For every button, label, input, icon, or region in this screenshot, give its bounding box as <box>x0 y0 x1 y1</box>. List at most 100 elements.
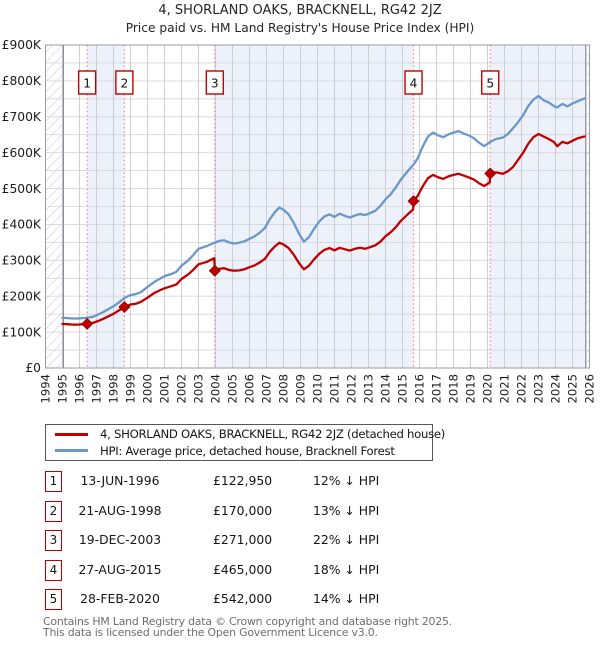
svg-text:£500K: £500K <box>2 182 42 196</box>
sale-hpi-delta: 13% ↓ HPI <box>313 502 380 518</box>
price-paid-line <box>61 132 586 326</box>
svg-text:£800K: £800K <box>2 74 42 88</box>
sale-row-3: 3 19-DEC-2003 £271,000 22% ↓ HPI <box>0 530 600 554</box>
sale-price: £122,950 <box>213 473 273 488</box>
svg-text:2001: 2001 <box>158 374 172 404</box>
svg-text:2025: 2025 <box>566 374 580 404</box>
sale-marker-2 <box>118 300 131 313</box>
page-title: 4, SHORLAND OAKS, BRACKNELL, RG42 2JZ <box>158 3 442 18</box>
sale-point-markers <box>81 167 497 330</box>
price-paid-line-swatch <box>55 432 88 436</box>
svg-text:1: 1 <box>83 77 91 91</box>
hpi-line-swatch <box>55 449 88 453</box>
sale-hpi-delta: 12% ↓ HPI <box>313 473 380 488</box>
sale-price: £170,000 <box>213 502 273 518</box>
svg-text:£300K: £300K <box>2 254 42 268</box>
sale-hpi-delta: 22% ↓ HPI <box>313 532 380 547</box>
svg-text:£600K: £600K <box>2 146 42 160</box>
svg-text:2015: 2015 <box>396 374 410 404</box>
sale-date: 19-DEC-2003 <box>78 532 162 547</box>
svg-text:£0: £0 <box>25 361 41 375</box>
license-note: Contains HM Land Registry data © Crown c… <box>43 616 452 638</box>
plot-border <box>45 44 590 369</box>
svg-text:2000: 2000 <box>141 374 155 404</box>
sale-row-1: 1 13-JUN-1996 £122,950 12% ↓ HPI <box>0 471 600 495</box>
sale-row-5: 5 28-FEB-2020 £542,000 14% ↓ HPI <box>0 589 600 613</box>
svg-text:2011: 2011 <box>328 374 342 404</box>
svg-text:1999: 1999 <box>124 374 138 404</box>
legend-item-price-paid: 4, SHORLAND OAKS, BRACKNELL, RG42 2JZ (d… <box>55 427 445 442</box>
svg-text:2008: 2008 <box>277 374 291 404</box>
sale-marker-3 <box>208 264 221 277</box>
legend-item-hpi: HPI: Average price, detached house, Brac… <box>55 443 432 458</box>
svg-text:1994: 1994 <box>39 374 53 404</box>
sale-price: £465,000 <box>213 561 273 577</box>
y-axis-labels: £0 £100K £200K £300K £400K £500K £600K £700K £80… <box>2 38 42 375</box>
sale-date: 27-AUG-2015 <box>78 561 162 577</box>
sale-hpi-delta: 14% ↓ HPI <box>313 591 380 606</box>
price-history-chart: 1 2 3 4 5 £0 £100K £200K £300K £400K £500K £600K £70… <box>2 38 597 404</box>
svg-text:2026: 2026 <box>583 374 597 404</box>
legend-label: 4, SHORLAND OAKS, BRACKNELL, RG42 2JZ (d… <box>100 427 446 442</box>
svg-text:£400K: £400K <box>2 218 42 232</box>
sale-price: £271,000 <box>213 532 273 547</box>
svg-text:2004: 2004 <box>209 374 223 404</box>
svg-text:2005: 2005 <box>226 374 240 404</box>
svg-text:1995: 1995 <box>56 374 70 404</box>
svg-text:2018: 2018 <box>447 374 461 404</box>
page-subtitle: Price paid vs. HM Land Registry's House … <box>125 20 475 35</box>
svg-text:2017: 2017 <box>430 374 444 404</box>
svg-text:2007: 2007 <box>260 374 274 404</box>
license-line-2: This data is licensed under the Open Gov… <box>43 626 378 639</box>
data-boundary-lines <box>62 45 587 368</box>
legend: 4, SHORLAND OAKS, BRACKNELL, RG42 2JZ (d… <box>45 424 445 461</box>
sale-marker-1 <box>81 317 94 330</box>
svg-text:£100K: £100K <box>2 325 42 339</box>
sale-row-4: 4 27-AUG-2015 £465,000 18% ↓ HPI <box>0 559 600 584</box>
sale-number-badge: 3 <box>45 530 62 551</box>
sale-date: 21-AUG-1998 <box>78 502 162 518</box>
sale-marker-5 <box>484 167 497 180</box>
svg-text:2014: 2014 <box>379 374 393 404</box>
svg-text:2006: 2006 <box>243 374 257 404</box>
hpi-line <box>61 94 586 320</box>
svg-text:2021: 2021 <box>498 374 512 404</box>
svg-text:2013: 2013 <box>362 374 376 404</box>
svg-text:£700K: £700K <box>2 110 42 124</box>
sale-price: £542,000 <box>213 591 273 606</box>
license-line-1: Contains HM Land Registry data © Crown c… <box>43 615 453 628</box>
sale-number-badge: 1 <box>45 471 62 492</box>
svg-text:£200K: £200K <box>2 289 42 303</box>
svg-text:2012: 2012 <box>345 374 359 404</box>
svg-text:1998: 1998 <box>107 374 121 404</box>
sale-number-badge: 5 <box>45 589 62 610</box>
svg-text:4: 4 <box>410 77 418 91</box>
chart-gridlines <box>45 45 590 368</box>
svg-text:£900K: £900K <box>2 38 42 52</box>
svg-text:2022: 2022 <box>515 374 529 404</box>
legend-label: HPI: Average price, detached house, Brac… <box>100 443 395 458</box>
sale-number-badge: 4 <box>45 559 62 581</box>
sale-number-flags: 1 2 3 4 5 <box>77 70 500 95</box>
sale-date: 28-FEB-2020 <box>80 591 160 606</box>
svg-text:2010: 2010 <box>311 374 325 404</box>
svg-text:1997: 1997 <box>90 374 104 404</box>
x-axis-labels: 1994 1995 1996 1997 1998 1999 2000 2001 2002 2003… <box>39 374 597 404</box>
svg-text:2019: 2019 <box>464 374 478 404</box>
sale-marker-4 <box>407 195 420 208</box>
svg-text:2: 2 <box>120 77 128 91</box>
svg-text:2023: 2023 <box>532 374 546 404</box>
svg-text:2016: 2016 <box>413 374 427 404</box>
svg-text:5: 5 <box>486 77 494 91</box>
svg-text:2020: 2020 <box>481 374 495 404</box>
svg-text:2002: 2002 <box>175 374 189 404</box>
svg-text:3: 3 <box>211 77 219 91</box>
sale-row-2: 2 21-AUG-1998 £170,000 13% ↓ HPI <box>0 500 600 525</box>
svg-text:2009: 2009 <box>294 374 308 404</box>
svg-text:2024: 2024 <box>549 374 563 404</box>
sale-date-dashed-lines <box>86 45 491 368</box>
svg-text:2003: 2003 <box>192 374 206 404</box>
sale-hpi-delta: 18% ↓ HPI <box>313 561 380 577</box>
sale-number-badge: 2 <box>45 500 62 522</box>
